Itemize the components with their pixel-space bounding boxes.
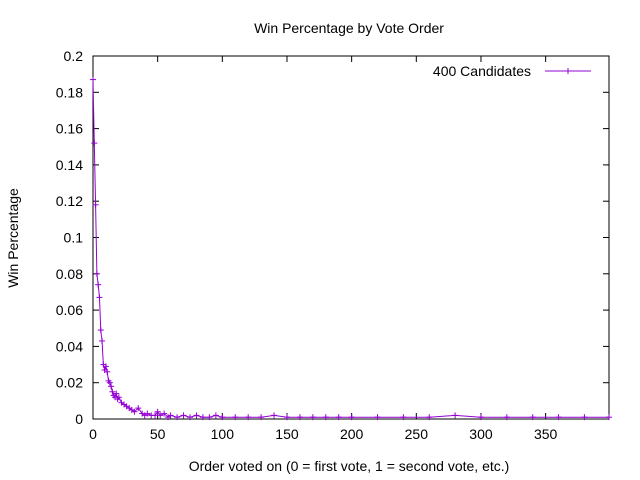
data-point	[606, 414, 612, 421]
data-point	[91, 140, 98, 147]
data-point	[283, 414, 290, 421]
data-point	[131, 408, 138, 415]
data-point	[335, 414, 342, 421]
x-tick-label: 50	[150, 426, 166, 442]
data-point	[95, 281, 102, 288]
x-tick-label: 300	[469, 426, 493, 442]
data-point	[348, 414, 355, 421]
data-point	[93, 270, 100, 277]
y-tick-label: 0.14	[56, 157, 83, 173]
legend-marker	[565, 68, 571, 74]
data-point	[322, 414, 329, 421]
x-tick-label: 250	[405, 426, 429, 442]
data-point	[113, 390, 120, 397]
data-point	[219, 414, 226, 421]
data-point	[109, 388, 116, 395]
data-point	[186, 414, 193, 421]
x-tick-label: 350	[534, 426, 558, 442]
y-tick-label: 0.18	[56, 84, 83, 100]
legend: 400 Candidates	[433, 63, 591, 79]
y-axis: 0 0.02 0.04 0.06 0.08 0.1 0.12 0.14 0.16 0.18 0.2	[56, 48, 609, 427]
chart-title: Win Percentage by Vote Order	[254, 20, 444, 36]
data-point	[477, 414, 484, 421]
data-point	[174, 414, 181, 421]
y-tick-label: 0.08	[56, 266, 83, 282]
data-point	[426, 414, 433, 421]
x-axis: 0 50 100 150 200 250 300 350	[89, 56, 558, 442]
x-tick-label: 150	[275, 426, 299, 442]
plot-frame	[92, 55, 610, 420]
series-line	[92, 79, 609, 418]
data-point	[104, 368, 111, 375]
data-point	[92, 201, 99, 208]
data-point	[90, 76, 96, 83]
data-point	[581, 414, 588, 421]
data-point	[309, 414, 316, 421]
data-point	[212, 412, 219, 419]
x-tick-label: 0	[89, 426, 97, 442]
data-point	[106, 379, 113, 386]
data-point	[245, 414, 252, 421]
y-tick-label: 0.16	[56, 121, 83, 137]
data-point	[144, 410, 151, 417]
data-point	[400, 414, 407, 421]
data-point	[152, 412, 159, 419]
data-point	[374, 414, 381, 421]
data-point	[102, 363, 109, 370]
data-point	[161, 410, 168, 417]
data-point	[180, 412, 187, 419]
data-point	[555, 414, 562, 421]
data-point	[135, 405, 142, 412]
data-point	[503, 414, 510, 421]
data-point	[206, 414, 213, 421]
data-point	[97, 327, 104, 334]
data-point	[193, 412, 200, 419]
data-point	[157, 412, 164, 419]
series-layer	[90, 76, 612, 421]
data-point	[115, 394, 122, 401]
data-point	[232, 414, 239, 421]
data-point	[167, 412, 174, 419]
y-tick-label: 0.12	[56, 193, 83, 209]
y-tick-label: 0.1	[64, 230, 84, 246]
data-point	[108, 383, 115, 390]
data-point	[154, 408, 161, 415]
data-point	[296, 414, 303, 421]
y-tick-label: 0.02	[56, 375, 83, 391]
y-tick-label: 0.2	[64, 48, 84, 64]
legend-label: 400 Candidates	[433, 63, 531, 79]
y-tick-label: 0.04	[56, 338, 83, 354]
y-tick-label: 0.06	[56, 302, 83, 318]
data-point	[199, 414, 206, 421]
y-axis-label: Win Percentage	[5, 188, 21, 288]
y-tick-label: 0	[75, 411, 83, 427]
x-tick-label: 200	[340, 426, 364, 442]
data-point	[99, 337, 106, 344]
data-point	[271, 412, 278, 419]
data-point	[452, 412, 459, 419]
x-tick-label: 100	[211, 426, 235, 442]
data-point	[529, 414, 536, 421]
data-point	[96, 294, 103, 301]
data-point	[258, 414, 265, 421]
x-axis-label: Order voted on (0 = first vote, 1 = seco…	[189, 458, 510, 474]
